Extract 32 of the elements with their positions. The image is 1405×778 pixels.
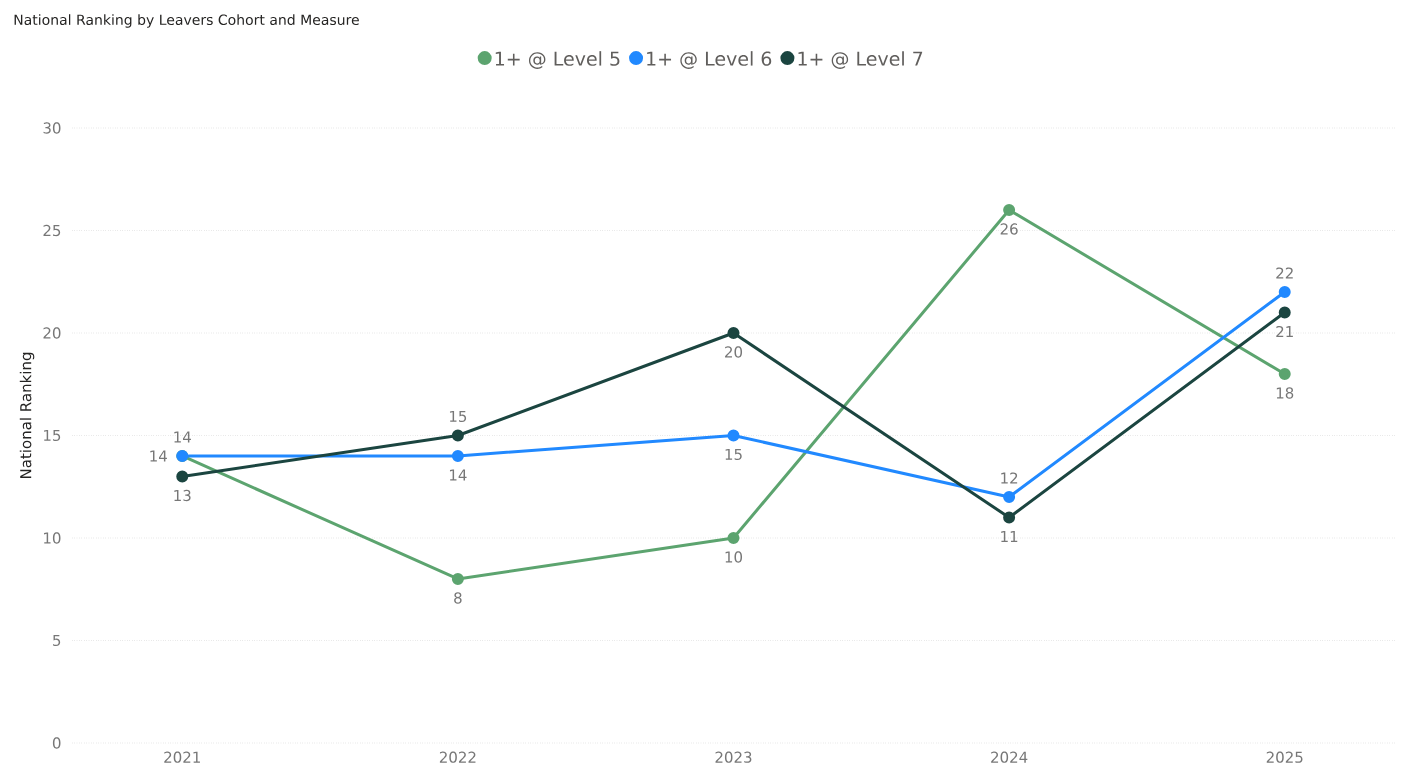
data-label: 11: [1001, 531, 1018, 542]
x-tick-label: 2025: [1266, 751, 1303, 763]
legend-label: 1+ @ Level 5: [495, 51, 620, 69]
data-label: 15: [725, 448, 742, 461]
data-label: 26: [1000, 223, 1018, 235]
y-tick-label: 0: [52, 737, 61, 749]
data-label: 22: [1276, 267, 1293, 279]
y-axis-title: National Ranking: [19, 352, 35, 478]
data-label: 20: [725, 346, 743, 358]
data-label: 10: [725, 551, 743, 563]
legend-label: 1+ @ Level 7: [798, 51, 923, 69]
y-tick-label: 10: [44, 532, 61, 544]
legend-label: 1+ @ Level 6: [647, 51, 772, 69]
data-label: 15: [449, 410, 467, 423]
data-label: 13: [174, 489, 191, 502]
x-tick-label: 2024: [991, 751, 1028, 763]
x-tick-label: 2023: [715, 751, 752, 763]
data-label: 14: [150, 450, 167, 462]
data-label: 18: [1276, 387, 1294, 399]
data-label: 12: [1001, 472, 1018, 484]
y-tick-label: 25: [43, 224, 61, 237]
data-label: 8: [454, 592, 462, 604]
x-tick-label: 2022: [439, 751, 476, 763]
y-tick-label: 20: [43, 327, 61, 339]
x-tick-label: 2021: [164, 751, 200, 763]
data-label: 14: [174, 431, 191, 443]
chart-title: National Ranking by Leavers Cohort and Measure: [14, 14, 359, 28]
y-tick-label: 15: [44, 429, 61, 442]
y-tick-label: 5: [53, 634, 61, 647]
data-label: 14: [449, 469, 467, 481]
y-tick-label: 30: [43, 122, 61, 134]
data-label: 21: [1276, 325, 1293, 338]
